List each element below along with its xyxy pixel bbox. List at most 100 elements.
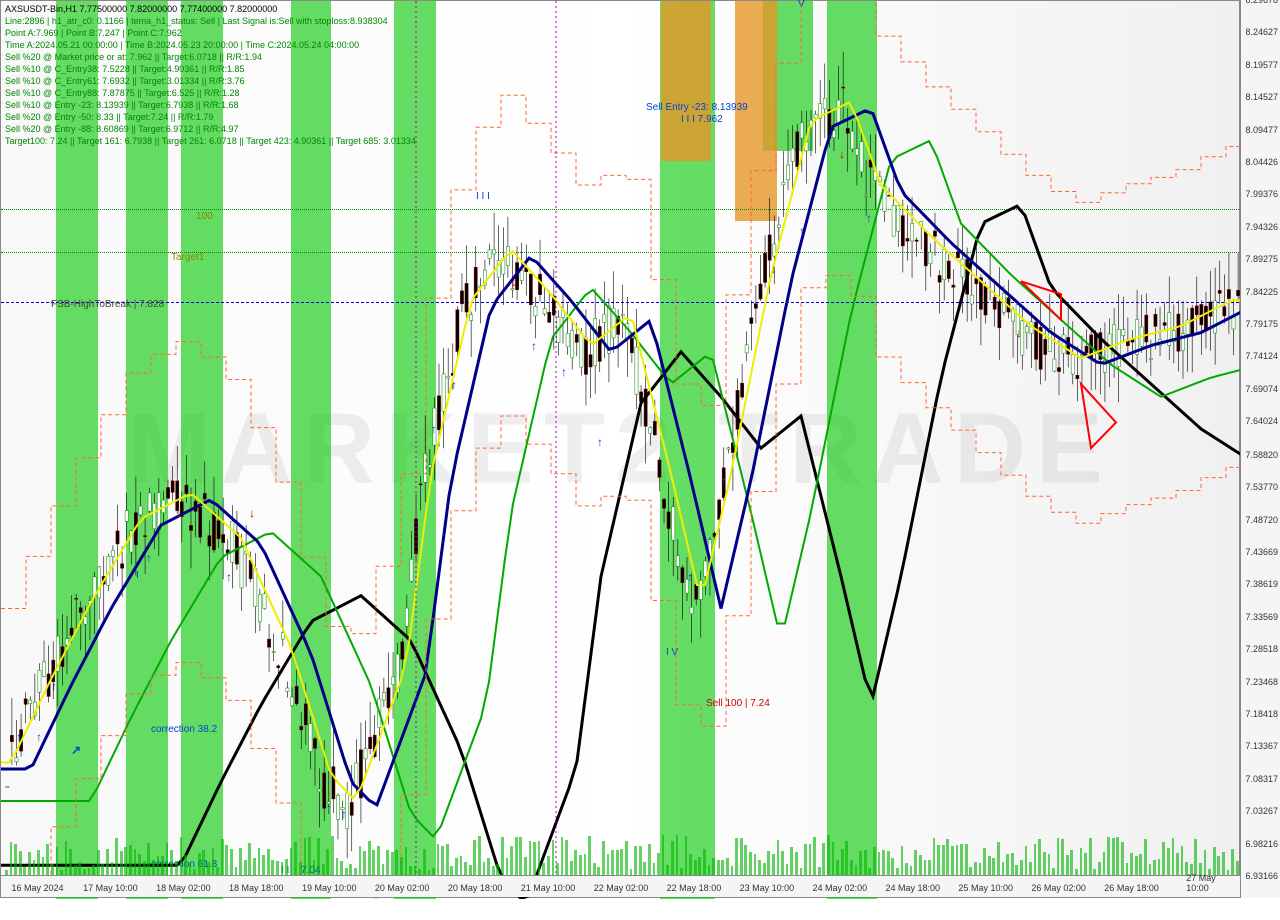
y-tick: 7.84225 bbox=[1245, 287, 1278, 297]
volume-bar bbox=[524, 857, 527, 875]
arrow-up-icon: ↑ bbox=[226, 570, 232, 584]
x-tick: 24 May 02:00 bbox=[813, 883, 868, 893]
volume-bar bbox=[643, 862, 646, 875]
arrow-down-icon: ↓ bbox=[839, 147, 845, 161]
info-line: Target100: 7.24 || Target 161: 6.7938 ||… bbox=[5, 135, 416, 147]
volume-bar bbox=[552, 840, 555, 875]
arrow-up-icon: ↑ bbox=[531, 339, 537, 353]
arrow-down-icon: ↓ bbox=[511, 275, 517, 289]
volume-bar bbox=[859, 851, 862, 875]
volume-bar bbox=[873, 847, 876, 875]
volume-bar bbox=[372, 850, 375, 875]
arrow-up-icon: ↑ bbox=[721, 474, 727, 488]
arrow-up-icon: ↑ bbox=[16, 730, 22, 744]
volume-bar bbox=[1048, 854, 1051, 875]
info-line: Sell %20 @ Market price or at: 7.962 || … bbox=[5, 51, 416, 63]
volume-bar bbox=[308, 837, 311, 875]
y-tick: 7.99376 bbox=[1245, 189, 1278, 199]
volume-bar bbox=[331, 836, 334, 875]
volume-bar bbox=[152, 860, 155, 875]
volume-bar bbox=[285, 859, 288, 875]
orange-zone bbox=[661, 1, 711, 161]
info-line: Sell %20 @ Entry -88: 8.60869 || Target:… bbox=[5, 123, 416, 135]
volume-bar bbox=[634, 846, 637, 875]
chart-annotation: correction 38.2 bbox=[151, 724, 217, 735]
y-tick: 8.24627 bbox=[1245, 27, 1278, 37]
arrow-down-icon: ↓ bbox=[771, 262, 777, 276]
volume-bar bbox=[51, 864, 54, 875]
volume-bar bbox=[740, 838, 743, 875]
volume-bar bbox=[763, 863, 766, 875]
volume-bar bbox=[653, 863, 656, 875]
volume-bar bbox=[749, 852, 752, 875]
volume-bar bbox=[299, 862, 302, 875]
volume-bar bbox=[271, 860, 274, 875]
volume-bar bbox=[391, 852, 394, 875]
volume-bar bbox=[202, 850, 205, 875]
arrow-down-icon: ↓ bbox=[1016, 326, 1022, 340]
chart-annotation: FSB-HighToBreak | 7.828 bbox=[51, 299, 164, 310]
y-tick: 7.58820 bbox=[1245, 450, 1278, 460]
volume-bar bbox=[1194, 839, 1197, 875]
arrow-down-icon: ↓ bbox=[249, 506, 255, 520]
chart-annotation: Target1 bbox=[171, 252, 204, 263]
volume-bar bbox=[731, 866, 734, 875]
arrow-up-icon: ↑ bbox=[799, 224, 805, 238]
volume-bar bbox=[974, 862, 977, 875]
volume-bar bbox=[1052, 868, 1055, 875]
volume-bar bbox=[1006, 854, 1009, 875]
volume-bar bbox=[836, 860, 839, 875]
arrow-up-icon: ↑ bbox=[341, 807, 347, 821]
volume-bar bbox=[65, 841, 68, 875]
chart-annotation: I V bbox=[666, 647, 678, 658]
volume-bar bbox=[565, 840, 568, 875]
arrow-down-icon: ↓ bbox=[176, 506, 182, 520]
volume-bar bbox=[262, 855, 265, 875]
volume-bar bbox=[294, 842, 297, 875]
volume-bar bbox=[1222, 852, 1225, 875]
volume-bar bbox=[712, 858, 715, 875]
volume-bar bbox=[184, 855, 187, 875]
volume-bar bbox=[951, 846, 954, 875]
info-line: Sell %10 @ C_Entry38: 7.5228 || Target:4… bbox=[5, 63, 416, 75]
volume-bar bbox=[570, 861, 573, 875]
volume-bar bbox=[891, 858, 894, 875]
y-tick: 8.29678 bbox=[1245, 0, 1278, 5]
volume-bar bbox=[304, 838, 307, 875]
volume-bar bbox=[708, 865, 711, 876]
arrow-up-icon: ↑ bbox=[431, 422, 437, 436]
volume-bar bbox=[441, 846, 444, 875]
arrow-up-icon: ↑ bbox=[326, 801, 332, 815]
volume-bar bbox=[662, 835, 665, 875]
volume-bar bbox=[602, 841, 605, 875]
arrow-up-icon: ↑ bbox=[687, 570, 693, 584]
chart-area[interactable]: MARKET2 TRADE AXSUSDT-Bin,H1 7.77500000 … bbox=[0, 0, 1240, 898]
volume-bar bbox=[694, 860, 697, 875]
volume-bar bbox=[1107, 837, 1110, 875]
volume-bar bbox=[1236, 861, 1239, 875]
x-tick: 18 May 18:00 bbox=[229, 883, 284, 893]
volume-bar bbox=[1084, 853, 1087, 875]
volume-bar bbox=[400, 857, 403, 875]
volume-bar bbox=[726, 858, 729, 875]
y-tick: 6.98216 bbox=[1245, 839, 1278, 849]
volume-bar bbox=[574, 850, 577, 875]
volume-bar bbox=[639, 846, 642, 875]
volume-bar bbox=[1070, 850, 1073, 875]
arrow-up-icon: ↑ bbox=[36, 730, 42, 744]
x-axis: 16 May 202417 May 10:0018 May 02:0018 Ma… bbox=[1, 875, 1241, 897]
volume-bar bbox=[822, 843, 825, 875]
volume-bar bbox=[464, 862, 467, 875]
x-tick: 20 May 02:00 bbox=[375, 883, 430, 893]
volume-bar bbox=[1172, 838, 1175, 875]
volume-bar bbox=[878, 852, 881, 875]
volume-bar bbox=[538, 841, 541, 875]
volume-bar bbox=[625, 841, 628, 875]
volume-bar bbox=[689, 854, 692, 875]
arrow-up-icon: ↑ bbox=[146, 551, 152, 565]
volume-bar bbox=[1167, 848, 1170, 875]
volume-bar bbox=[910, 866, 913, 875]
volume-bar bbox=[180, 837, 183, 875]
volume-bar bbox=[979, 863, 982, 875]
volume-bar bbox=[924, 860, 927, 875]
